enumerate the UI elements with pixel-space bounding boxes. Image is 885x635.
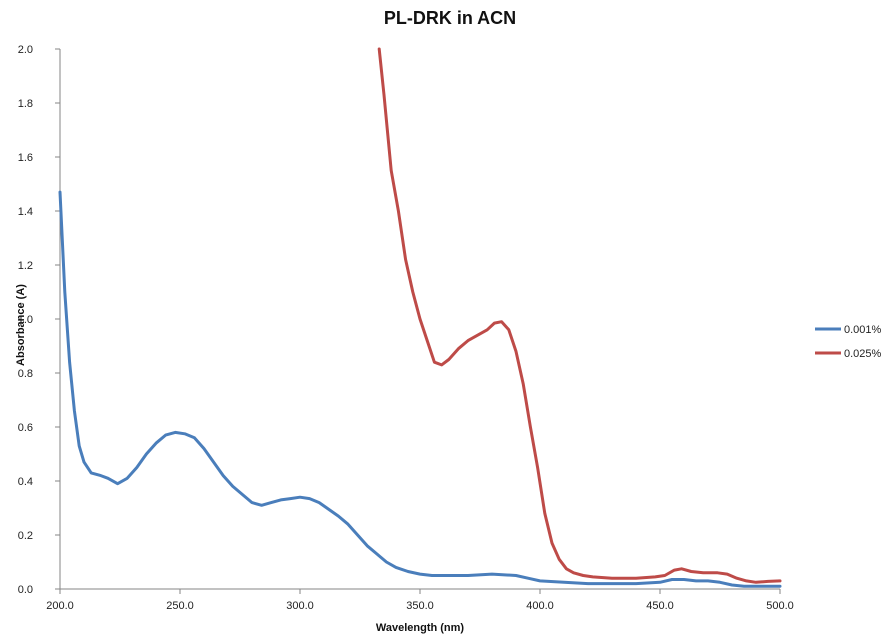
y-tick-label: 1.8 (18, 98, 33, 110)
y-tick-label: 0.6 (18, 422, 33, 434)
series-line-1 (58, 190, 782, 588)
y-tick-label: 1.4 (18, 206, 33, 218)
x-tick-label: 400.0 (526, 600, 554, 612)
y-tick-label: 2.0 (18, 44, 33, 56)
legend-label-1: 0.001% (844, 324, 882, 336)
x-tick-label: 350.0 (406, 600, 434, 612)
y-tick-label: 1.2 (18, 260, 33, 272)
y-tick-label: 0.0 (18, 584, 33, 596)
axes: 0.0 0.2 0.4 0.6 0.8 1.0 1.2 1.4 1.6 1.8 2.0 200.0 25… (18, 44, 794, 612)
x-tick-label: 300.0 (286, 600, 314, 612)
legend: 0.001% 0.025% (815, 324, 882, 360)
y-tick-label: 0.4 (18, 476, 33, 488)
y-axis-title: Absorbance (A) (15, 284, 27, 366)
x-axis-title: Wavelength (nm) (376, 622, 465, 634)
x-tick-label: 250.0 (166, 600, 194, 612)
x-tick-label: 450.0 (646, 600, 674, 612)
y-tick-label: 0.2 (18, 530, 33, 542)
y-tick-label: 1.0 (18, 314, 33, 326)
series-lines (58, 47, 782, 588)
legend-label-2: 0.025% (844, 348, 882, 360)
chart-title: PL-DRK in ACN (384, 8, 516, 28)
series-line-2 (377, 47, 782, 584)
x-tick-label: 500.0 (766, 600, 794, 612)
y-tick-label: 1.6 (18, 152, 33, 164)
x-tick-label: 200.0 (46, 600, 74, 612)
y-tick-label: 0.8 (18, 368, 33, 380)
